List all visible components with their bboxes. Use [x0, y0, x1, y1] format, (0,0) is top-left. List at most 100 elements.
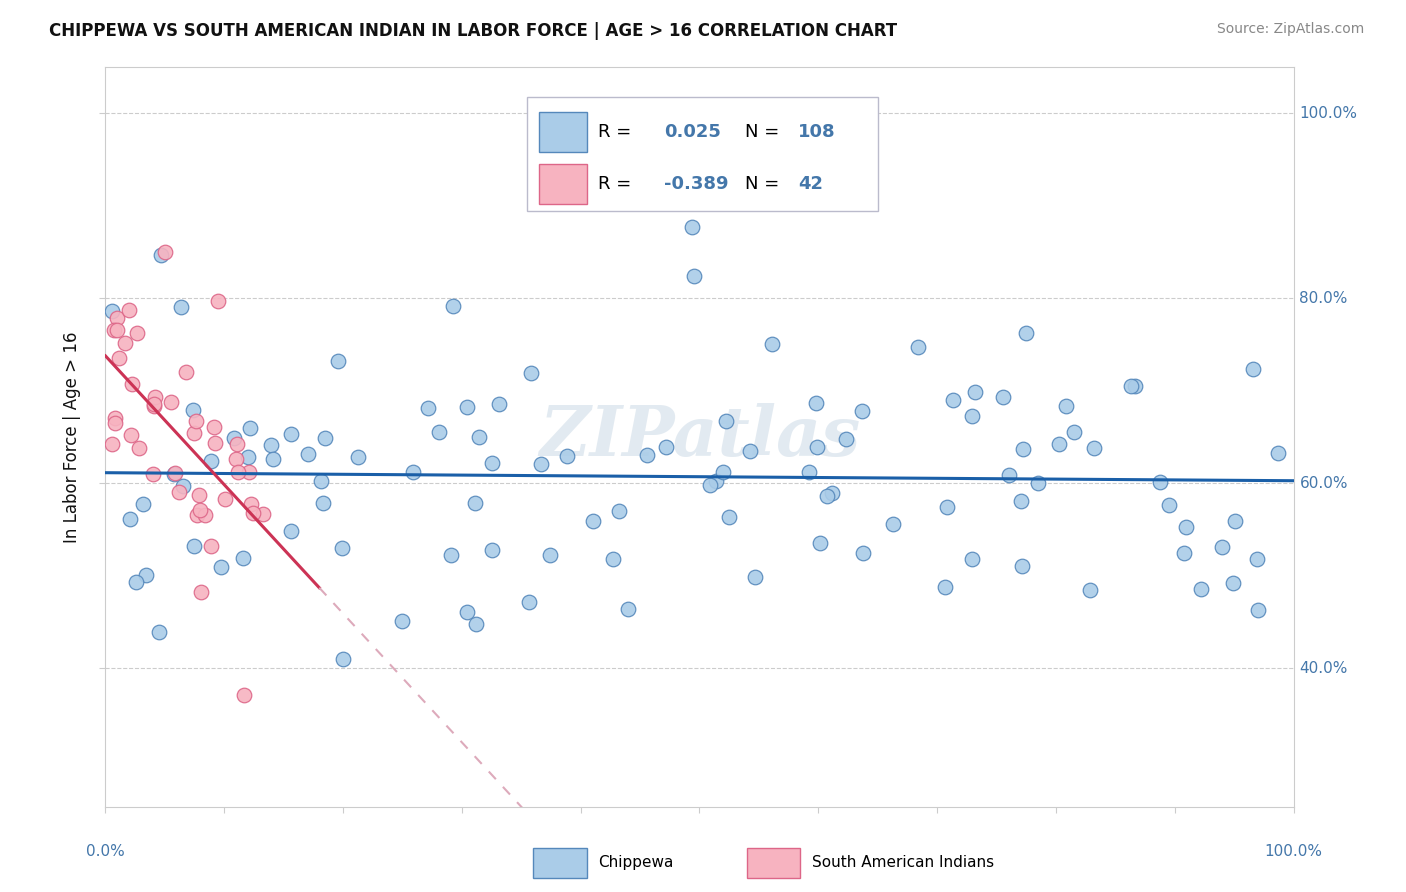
Point — [232, 688, 254, 702]
Point — [330, 541, 353, 555]
Point — [1189, 582, 1212, 596]
Point — [456, 605, 478, 619]
Point — [118, 303, 141, 318]
Point — [169, 485, 191, 500]
Point — [965, 384, 987, 399]
Point — [821, 485, 844, 500]
Point — [108, 351, 131, 366]
Point — [1267, 446, 1289, 460]
Text: CHIPPEWA VS SOUTH AMERICAN INDIAN IN LABOR FORCE | AGE > 16 CORRELATION CHART: CHIPPEWA VS SOUTH AMERICAN INDIAN IN LAB… — [49, 22, 897, 40]
Point — [960, 409, 983, 423]
Point — [104, 411, 127, 425]
Point — [114, 336, 136, 351]
Point — [806, 441, 828, 455]
Text: N =: N = — [745, 175, 779, 193]
Point — [200, 539, 222, 553]
Point — [186, 508, 208, 523]
Point — [103, 323, 125, 337]
Point — [1222, 575, 1244, 590]
Point — [187, 488, 209, 502]
Point — [183, 539, 205, 553]
Point — [416, 401, 439, 416]
Point — [242, 506, 264, 520]
Point — [682, 268, 704, 283]
Point — [440, 548, 463, 562]
Point — [184, 414, 207, 428]
Point — [852, 546, 875, 560]
Point — [172, 479, 194, 493]
Text: 100.0%: 100.0% — [1264, 844, 1323, 859]
Point — [530, 457, 553, 471]
Point — [706, 474, 728, 488]
Point — [1157, 498, 1180, 512]
Point — [555, 449, 578, 463]
Point — [105, 311, 128, 326]
Point — [1078, 583, 1101, 598]
Text: 108: 108 — [799, 123, 835, 141]
Point — [991, 390, 1014, 404]
Point — [312, 496, 335, 510]
Point — [148, 624, 170, 639]
Point — [711, 465, 734, 479]
Point — [149, 248, 172, 262]
Point — [617, 602, 640, 616]
Point — [252, 507, 274, 521]
Point — [183, 402, 205, 417]
Point — [1015, 326, 1038, 340]
Text: 100.0%: 100.0% — [1299, 105, 1357, 120]
Point — [328, 353, 350, 368]
Point — [204, 436, 226, 450]
Point — [391, 614, 413, 628]
Text: R =: R = — [599, 123, 631, 141]
Point — [297, 447, 319, 461]
Point — [808, 535, 831, 549]
Point — [799, 465, 821, 479]
Point — [1211, 540, 1233, 554]
Point — [214, 491, 236, 506]
Point — [238, 466, 260, 480]
Point — [517, 595, 540, 609]
Point — [740, 443, 762, 458]
Point — [942, 393, 965, 408]
FancyBboxPatch shape — [527, 96, 877, 211]
Text: 0.025: 0.025 — [664, 123, 721, 141]
Point — [280, 524, 302, 538]
Point — [165, 466, 187, 480]
Point — [582, 514, 605, 528]
Text: Source: ZipAtlas.com: Source: ZipAtlas.com — [1216, 22, 1364, 37]
Text: South American Indians: South American Indians — [813, 855, 994, 871]
Point — [1119, 379, 1142, 393]
Point — [1054, 399, 1077, 413]
Bar — [538, 163, 586, 204]
Text: 0.0%: 0.0% — [86, 844, 125, 859]
Bar — [538, 112, 586, 153]
Point — [101, 437, 124, 451]
Point — [240, 497, 263, 511]
Point — [143, 397, 166, 411]
Point — [183, 425, 205, 440]
Point — [804, 395, 827, 409]
Text: ZIPatlas: ZIPatlas — [538, 403, 860, 471]
Text: Chippewa: Chippewa — [599, 855, 673, 871]
Point — [190, 585, 212, 599]
Point — [1083, 442, 1105, 456]
Point — [1174, 520, 1197, 534]
Point — [1247, 603, 1270, 617]
Point — [1012, 442, 1035, 456]
Point — [464, 496, 486, 510]
Point — [280, 427, 302, 442]
Point — [1063, 425, 1085, 439]
Text: R =: R = — [599, 175, 631, 193]
Point — [143, 399, 166, 413]
Point — [520, 366, 543, 380]
Point — [464, 617, 486, 632]
Point — [132, 497, 155, 511]
Point — [481, 543, 503, 558]
Point — [907, 340, 929, 354]
Point — [143, 390, 166, 404]
Point — [1026, 475, 1049, 490]
Point — [207, 293, 229, 308]
Point — [456, 401, 478, 415]
Point — [314, 431, 336, 445]
Point — [194, 508, 217, 522]
